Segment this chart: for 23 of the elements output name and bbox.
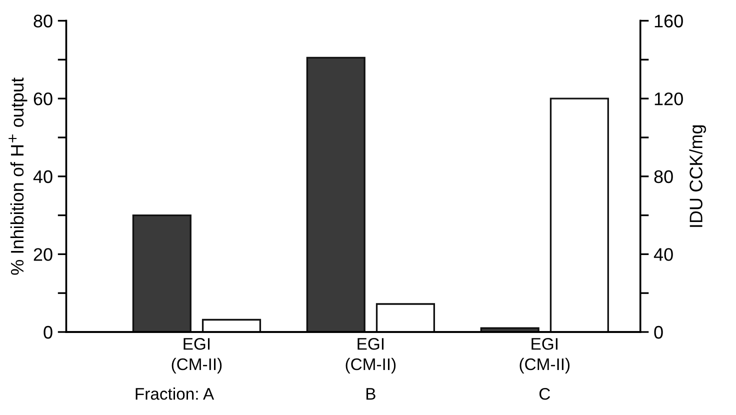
text: B [366,388,376,400]
y2-tick-label: 40 [654,248,673,261]
bar [376,303,436,332]
y-tick-label: 40 [33,170,52,184]
x-tick-label: EGI (CM-II) [346,338,396,374]
y-tick-label: 80 [34,14,52,28]
bar [306,56,366,332]
y2-tick-label: 80 [654,170,673,184]
bar [132,214,192,332]
bar [550,98,609,332]
x-tick-label: EGI (CM-II) [520,338,570,374]
y-tick-label: 20 [34,248,52,261]
y-tick-label: 60 [34,92,52,106]
text: Fraction: A [136,388,214,400]
x-tick-label: EGI (CM-II) [172,338,222,374]
y2-axis-title: IDU CCK/mg [689,125,706,227]
y-axis-title: % Inhibition of H$^{+}$ output [8,78,28,275]
y2-tick-label: 160 [654,14,683,28]
bar [202,318,262,332]
y2-tick-label: 120 [654,92,683,106]
y-tick-label: 0 [44,326,52,339]
text: C [539,388,550,400]
y2-tick-label: 0 [654,326,663,339]
